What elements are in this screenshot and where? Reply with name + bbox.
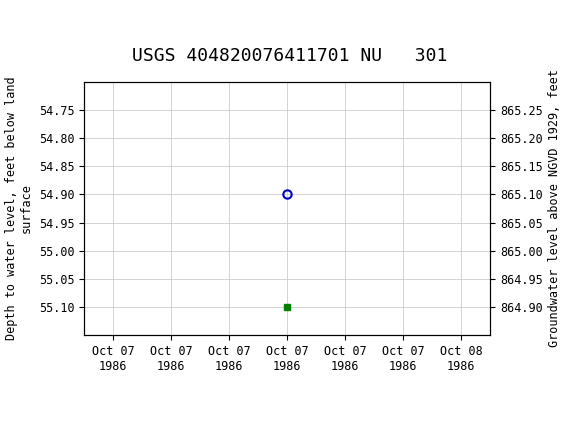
Y-axis label: Depth to water level, feet below land
surface: Depth to water level, feet below land su… <box>5 77 33 341</box>
Text: USGS 404820076411701 NU   301: USGS 404820076411701 NU 301 <box>132 47 448 65</box>
Y-axis label: Groundwater level above NGVD 1929, feet: Groundwater level above NGVD 1929, feet <box>548 70 561 347</box>
Text: USGS: USGS <box>38 10 93 28</box>
